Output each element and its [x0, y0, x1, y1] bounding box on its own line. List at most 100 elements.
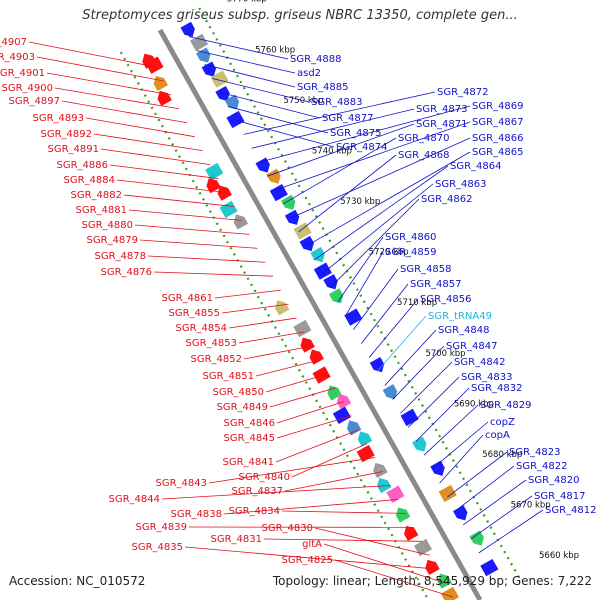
gene-feature[interactable]	[151, 73, 169, 92]
gene-feature[interactable]	[255, 157, 272, 175]
gene-label-right[interactable]: asd2	[297, 68, 321, 79]
gene-feature[interactable]	[393, 505, 411, 523]
gene-feature[interactable]	[430, 460, 447, 479]
gene-label-left[interactable]: SGR_4837	[232, 486, 284, 497]
gene-feature[interactable]	[374, 475, 392, 494]
gene-label-left[interactable]: SGR_4892	[41, 129, 93, 140]
gene-feature[interactable]	[310, 247, 327, 265]
gene-label-left[interactable]: SGR_4861	[162, 293, 214, 304]
gene-label-right[interactable]: SGR_4888	[290, 54, 342, 65]
gene-label-right[interactable]: SGR_4832	[471, 383, 523, 394]
gene-feature[interactable]	[215, 85, 232, 104]
gene-label-right[interactable]: SGR_4822	[516, 461, 568, 472]
gene-label-left[interactable]: SGR_4881	[76, 205, 128, 216]
gene-label-left[interactable]: SGR_4853	[186, 338, 238, 349]
gene-label-right[interactable]: SGR_4869	[472, 101, 524, 112]
gene-feature[interactable]	[332, 406, 351, 424]
gene-label-right[interactable]: SGR_4858	[400, 264, 452, 275]
gene-label-right[interactable]: SGR_4875	[330, 128, 382, 139]
gene-feature[interactable]	[180, 21, 197, 40]
gene-label-left[interactable]: SGR_4845	[224, 433, 276, 444]
gene-label-left[interactable]: SGR_4835	[132, 542, 184, 553]
gene-label-left[interactable]: SGR_4903	[0, 52, 35, 63]
gene-feature[interactable]	[413, 538, 433, 557]
gene-feature[interactable]	[312, 366, 331, 384]
gene-label-right[interactable]: SGR_4820	[528, 475, 580, 486]
gene-label-left[interactable]: SGR_4879	[87, 235, 139, 246]
gene-label-right[interactable]: SGR_4863	[435, 179, 487, 190]
gene-feature[interactable]	[224, 94, 242, 112]
gene-feature[interactable]	[480, 558, 499, 577]
gene-label-right[interactable]: SGR_4874	[336, 142, 388, 153]
gene-feature[interactable]	[435, 571, 453, 589]
gene-feature[interactable]	[313, 262, 332, 280]
gene-label-right[interactable]: SGR_4870	[398, 133, 450, 144]
gene-label-right[interactable]: SGR_4859	[385, 247, 437, 258]
gene-label-right[interactable]: SGR_4860	[385, 232, 437, 243]
gene-label-left[interactable]: SGR_4855	[169, 308, 221, 319]
gene-feature[interactable]	[344, 417, 362, 436]
gene-feature[interactable]	[272, 297, 290, 316]
gene-feature[interactable]	[201, 61, 219, 80]
gene-feature[interactable]	[453, 505, 470, 523]
gene-label-right[interactable]: SGR_4823	[509, 447, 561, 458]
gene-label-left[interactable]: SGR_4891	[48, 144, 100, 155]
gene-feature[interactable]	[328, 288, 346, 306]
gene-label-left[interactable]: SGR_4886	[57, 160, 109, 171]
gene-feature[interactable]	[400, 408, 419, 427]
gene-feature[interactable]	[356, 444, 375, 463]
gene-label-left[interactable]: SGR_4882	[71, 190, 123, 201]
gene-label-left[interactable]: SGR_4843	[156, 478, 208, 489]
gene-label-right[interactable]: SGR_4829	[480, 400, 532, 411]
gene-feature[interactable]	[155, 88, 172, 107]
gene-feature[interactable]	[307, 347, 324, 365]
gene-label-left[interactable]: SGR_4897	[9, 96, 61, 107]
gene-label-right[interactable]: SGR_4868	[398, 150, 450, 161]
gene-label-left[interactable]: SGR_4900	[2, 83, 54, 94]
gene-label-left[interactable]: SGR_4884	[64, 175, 116, 186]
gene-feature[interactable]	[231, 211, 249, 230]
gene-label-left[interactable]: SGR_4844	[109, 494, 161, 505]
gene-label-left[interactable]: SGR_4830	[262, 523, 314, 534]
gene-label-left[interactable]: SGR_4901	[0, 68, 45, 79]
gene-feature[interactable]	[298, 335, 315, 353]
gene-feature[interactable]	[334, 391, 352, 410]
gene-feature[interactable]	[422, 557, 440, 575]
gene-feature[interactable]	[438, 484, 457, 503]
gene-label-right[interactable]: SGR_4867	[472, 117, 524, 128]
gene-label-right[interactable]: SGR_4872	[437, 87, 489, 98]
gene-label-left[interactable]: SGR_4831	[211, 534, 263, 545]
gene-feature[interactable]	[196, 47, 213, 65]
gene-label-left[interactable]: SGR_4841	[223, 457, 275, 468]
gene-label-left[interactable]: SGR_4907	[0, 37, 27, 48]
gene-label-right[interactable]: SGR_4862	[421, 194, 473, 205]
gene-feature[interactable]	[205, 162, 224, 181]
gene-label-left[interactable]: SGR_4851	[203, 371, 255, 382]
gene-label-right[interactable]: SGR_4812	[545, 505, 597, 516]
gene-label-right[interactable]: SGR_4842	[454, 357, 506, 368]
gene-label-left[interactable]: SGR_4876	[101, 267, 153, 278]
gene-label-right[interactable]: SGR_4865	[472, 147, 524, 158]
gene-label-right[interactable]: SGR_4817	[534, 491, 586, 502]
gene-feature[interactable]	[323, 274, 340, 292]
gene-label-left[interactable]: SGR_4846	[224, 418, 276, 429]
gene-feature[interactable]	[210, 70, 229, 88]
gene-label-left[interactable]: SGR_4880	[82, 220, 134, 231]
gene-feature[interactable]	[344, 308, 363, 326]
gene-feature[interactable]	[204, 175, 221, 194]
gene-feature[interactable]	[355, 428, 373, 447]
gene-feature[interactable]	[215, 183, 232, 201]
gene-label-right[interactable]: copZ	[490, 417, 515, 428]
gene-feature[interactable]	[299, 235, 317, 254]
gene-label-left[interactable]: SGR_4852	[191, 354, 243, 365]
gene-label-left[interactable]: SGR_4850	[213, 387, 265, 398]
gene-label-left[interactable]: SGR_4825	[282, 555, 334, 566]
gene-label-left[interactable]: SGR_4878	[95, 251, 147, 262]
gene-label-left[interactable]: SGR_4893	[33, 113, 85, 124]
gene-label-right[interactable]: SGR_4866	[472, 133, 524, 144]
gene-feature[interactable]	[412, 436, 429, 454]
gene-label-right[interactable]: SGR_4857	[410, 279, 462, 290]
gene-feature[interactable]	[370, 460, 388, 479]
gene-label-left[interactable]: SGR_4840	[239, 472, 291, 483]
